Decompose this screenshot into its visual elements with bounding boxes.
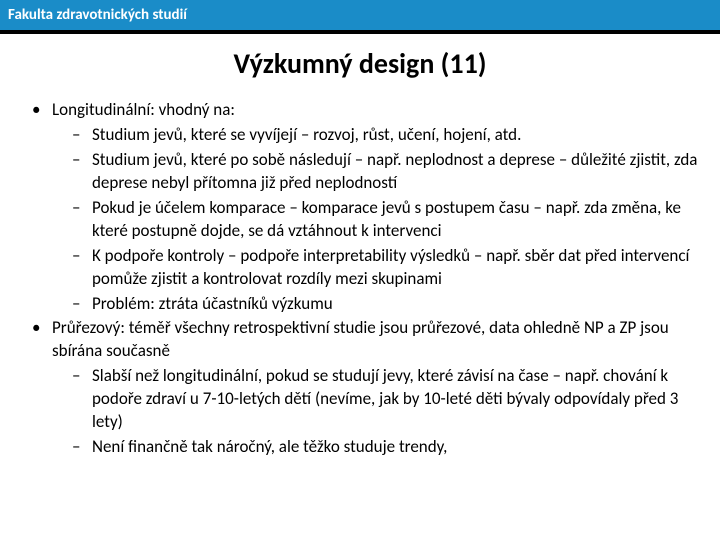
list-item: Slabší než longitudinální, pokud se stud… (72, 365, 700, 434)
page-title: Výzkumný design (11) (0, 46, 720, 81)
list-item: Problém: ztráta účastníků výzkumu (72, 293, 700, 316)
bullet-text: Není finančně tak náročný, ale těžko stu… (92, 436, 447, 457)
list-item: Průřezový: téměř všechny retrospektivní … (32, 317, 700, 459)
sub-list: Slabší než longitudinální, pokud se stud… (52, 365, 700, 459)
bullet-text: Problém: ztráta účastníků výzkumu (92, 293, 333, 314)
header-bar: Fakulta zdravotnických studií (0, 0, 720, 30)
bullet-list: Longitudinální: vhodný na: Studium jevů,… (32, 99, 700, 459)
bullet-text: Slabší než longitudinální, pokud se stud… (92, 365, 678, 432)
bullet-text: Studium jevů, které se vyvíjejí – rozvoj… (92, 124, 521, 145)
list-item: Není finančně tak náročný, ale těžko stu… (72, 436, 700, 459)
bullet-text: Průřezový: téměř všechny retrospektivní … (52, 317, 669, 361)
list-item: Studium jevů, které po sobě následují – … (72, 149, 700, 195)
bullet-text: Longitudinální: vhodný na: (52, 99, 235, 120)
header-text: Fakulta zdravotnických studií (8, 6, 187, 24)
bullet-text: Studium jevů, které po sobě následují – … (92, 149, 697, 193)
sub-list: Studium jevů, které se vyvíjejí – rozvoj… (52, 124, 700, 316)
list-item: Longitudinální: vhodný na: Studium jevů,… (32, 99, 700, 315)
list-item: Studium jevů, které se vyvíjejí – rozvoj… (72, 124, 700, 147)
bullet-text: K podpoře kontroly – podpoře interpretab… (92, 245, 689, 289)
content-area: Longitudinální: vhodný na: Studium jevů,… (0, 99, 720, 459)
list-item: Pokud je účelem komparace – komparace je… (72, 197, 700, 243)
divider-strip (0, 30, 720, 34)
list-item: K podpoře kontroly – podpoře interpretab… (72, 245, 700, 291)
bullet-text: Pokud je účelem komparace – komparace je… (92, 197, 681, 241)
